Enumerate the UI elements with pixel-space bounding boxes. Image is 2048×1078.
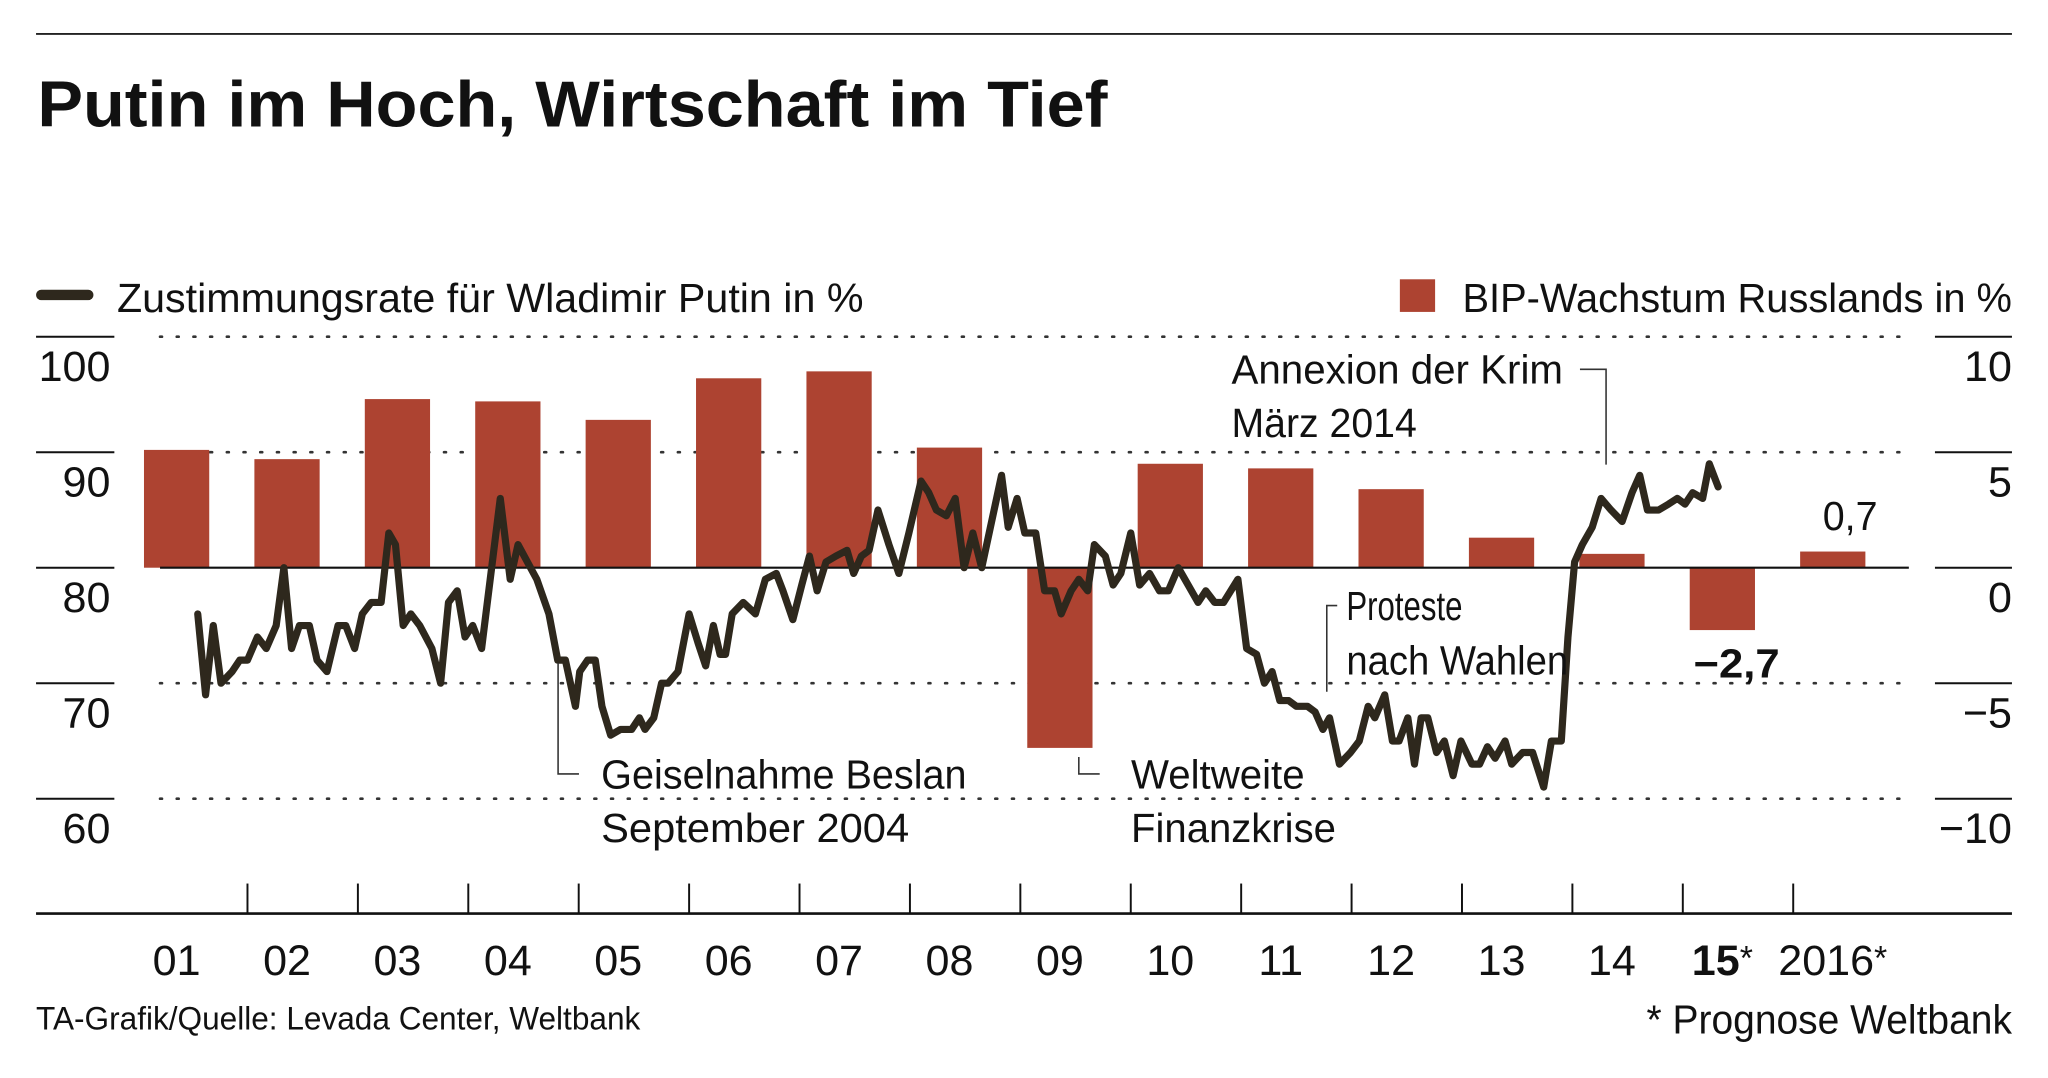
x-axis-label-05: 05 — [594, 937, 642, 985]
right-axis-label-0: 0 — [1988, 574, 2012, 622]
bar-label-2016: 0,7 — [1823, 493, 1878, 539]
annotation-finanzkrise-line2: Finanzkrise — [1131, 805, 1336, 851]
annotation-proteste-leader — [1325, 604, 1338, 692]
bar-label-2015: −2,7 — [1694, 640, 1780, 686]
x-axis-label-02: 02 — [263, 937, 311, 985]
annotation-proteste: Proteste nach Wahlen — [1325, 583, 1568, 692]
bar-2007 — [806, 371, 872, 568]
bar-2001 — [143, 449, 210, 568]
annotation-proteste-line2: nach Wahlen — [1346, 638, 1568, 684]
x-axis-label-08: 08 — [926, 937, 974, 985]
annotation-krim: Annexion der Krim März 2014 — [1232, 347, 1607, 465]
source-note: TA-Grafik/Quelle: Levada Center, Weltban… — [36, 1000, 641, 1037]
legend-line-label: Zustimmungsrate für Wladimir Putin in % — [117, 275, 864, 321]
forecast-footnote: * Prognose Weltbank — [1647, 997, 2013, 1043]
x-axis-label-06: 06 — [705, 937, 753, 985]
annotation-beslan-line2: September 2004 — [601, 805, 909, 851]
legend-bar-label: BIP-Wachstum Russlands in % — [1463, 275, 2012, 321]
x-axis-label-12: 12 — [1367, 937, 1415, 985]
x-axis-label-07: 07 — [815, 937, 863, 985]
x-axis-label-13: 13 — [1478, 937, 1526, 985]
annotation-finanzkrise-leader — [1078, 756, 1100, 775]
bar-2010 — [1137, 463, 1203, 568]
bar-2011 — [1248, 468, 1314, 568]
right-axis-label--10: −10 — [1939, 805, 2012, 853]
chart-title: Putin im Hoch, Wirtschaft im Tief — [37, 68, 1107, 141]
x-axis-label-03: 03 — [373, 937, 421, 985]
annotation-krim-line2: März 2014 — [1232, 400, 1417, 446]
legend: Zustimmungsrate für Wladimir Putin in % … — [36, 275, 2012, 321]
bar-2002 — [254, 459, 320, 568]
annotation-beslan-line1: Geiselnahme Beslan — [601, 751, 966, 797]
bar-2006 — [696, 378, 762, 568]
annotation-finanzkrise: Weltweite Finanzkrise — [1078, 751, 1336, 851]
bar-2003 — [364, 399, 431, 568]
x-axis-label-14: 14 — [1588, 937, 1636, 985]
legend-bar-swatch — [1399, 279, 1436, 312]
bar-2009 — [1027, 567, 1093, 748]
left-axis-label-100: 100 — [39, 343, 111, 391]
annotation-finanzkrise-line1: Weltweite — [1131, 751, 1305, 797]
bars — [143, 371, 1866, 748]
annotation-krim-leader — [1579, 368, 1607, 465]
left-axis-label-70: 70 — [63, 690, 111, 738]
left-axis-label-80: 80 — [63, 574, 111, 622]
bar-2013 — [1468, 537, 1535, 568]
bar-2012 — [1358, 489, 1424, 568]
x-axis-label-10: 10 — [1146, 937, 1194, 985]
annotation-krim-line1: Annexion der Krim — [1232, 347, 1563, 393]
right-axis-label-10: 10 — [1964, 343, 2012, 391]
right-axis-label-5: 5 — [1988, 459, 2012, 507]
x-axis-label-2016: 2016* — [1778, 937, 1887, 985]
approval-line-path — [194, 460, 1722, 791]
left-axis-label-60: 60 — [63, 805, 111, 853]
annotation-beslan: Geiselnahme Beslan September 2004 — [557, 662, 967, 851]
annotation-proteste-line1: Proteste — [1346, 583, 1462, 629]
bar-2005 — [585, 419, 651, 568]
axes: 100 90 80 70 60 10 5 0 −5 −10 01 02 03 04 05 06 07 08 09 10… — [36, 335, 2012, 985]
right-axis-label--5: −5 — [1963, 690, 2012, 738]
x-axis-label-11: 11 — [1258, 937, 1303, 985]
bar-2015 — [1689, 567, 1755, 631]
left-axis-label-90: 90 — [63, 459, 111, 507]
x-axis-label-15: 15* — [1692, 937, 1753, 985]
approval-line — [194, 460, 1722, 791]
bar-2014 — [1579, 553, 1645, 568]
x-axis-label-04: 04 — [484, 937, 532, 985]
x-axis-label-01: 01 — [153, 937, 201, 985]
x-axis-label-09: 09 — [1036, 937, 1084, 985]
annotation-beslan-leader — [557, 662, 579, 775]
bar-2016 — [1800, 551, 1866, 568]
